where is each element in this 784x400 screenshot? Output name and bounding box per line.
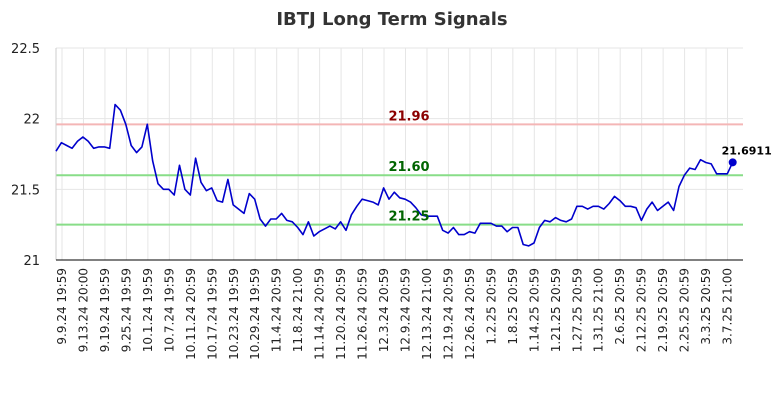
x-tick-label: 1.2.25 20:59	[484, 268, 498, 345]
x-tick-label: 2.6.25 20:59	[613, 268, 627, 345]
chart-title: IBTJ Long Term Signals	[276, 9, 507, 30]
x-tick-label: 1.14.25 20:59	[527, 268, 541, 352]
x-tick-label: 12.13.24 21:00	[420, 268, 434, 360]
x-tick-label: 11.14.24 20:59	[313, 268, 327, 360]
last-value-label: 21.6911	[722, 144, 772, 157]
x-tick-label: 10.23.24 19:59	[227, 268, 241, 360]
x-tick-label: 1.21.25 20:59	[549, 268, 563, 352]
x-tick-label: 1.31.25 21:00	[592, 268, 606, 352]
x-tick-label: 9.13.24 20:00	[76, 268, 90, 352]
x-tick-label: 12.9.24 20:59	[399, 268, 413, 352]
price-series-line	[55, 103, 734, 247]
reference-line-label: 21.96	[388, 109, 429, 124]
x-tick-label: 1.8.25 20:59	[506, 268, 520, 345]
reference-line-label: 21.60	[388, 160, 429, 175]
x-tick-label: 3.7.25 21:00	[721, 268, 735, 345]
x-tick-label: 10.17.24 19:59	[205, 268, 219, 360]
reference-line-label: 21.25	[388, 210, 429, 225]
labels: 21 21.5 22 22.5 9.9.24 19:59 9.13.24 20:00 9.1…	[11, 42, 772, 360]
y-tick-label: 22	[23, 113, 40, 128]
x-tick-label: 11.20.24 20:59	[334, 268, 348, 360]
grid	[56, 47, 743, 261]
x-tick-label: 2.25.25 20:59	[678, 268, 692, 352]
x-tick-label: 11.26.24 20:59	[356, 268, 370, 360]
x-tick-label: 10.11.24 20:59	[184, 268, 198, 360]
x-tick-label: 10.29.24 19:59	[248, 268, 262, 360]
x-tick-label: 10.1.24 19:59	[141, 268, 155, 352]
x-tick-label: 9.19.24 19:59	[98, 268, 112, 352]
axes	[55, 48, 743, 261]
x-tick-label: 11.4.24 20:59	[270, 268, 284, 352]
last-value-marker	[728, 158, 737, 167]
x-tick-label: 3.3.25 20:59	[699, 268, 713, 345]
x-tick-label: 10.7.24 19:59	[162, 268, 176, 352]
x-tick-label: 2.19.25 20:59	[656, 268, 670, 352]
x-tick-label: 12.3.24 20:59	[377, 268, 391, 352]
x-tick-label: 9.25.24 19:59	[119, 268, 133, 352]
x-tick-label: 1.27.25 20:59	[570, 268, 584, 352]
series-layer	[55, 103, 737, 247]
y-tick-label: 22.5	[11, 42, 40, 57]
reference-lines	[56, 123, 743, 226]
y-tick-label: 21	[23, 254, 40, 269]
x-tick-label: 12.19.24 20:59	[441, 268, 455, 360]
x-tick-label: 12.26.24 20:59	[463, 268, 477, 360]
y-tick-label: 21.5	[11, 183, 40, 198]
x-tick-label: 2.12.25 20:59	[635, 268, 649, 352]
x-tick-label: 9.9.24 19:59	[55, 268, 69, 345]
x-tick-label: 11.8.24 21:00	[291, 268, 305, 352]
